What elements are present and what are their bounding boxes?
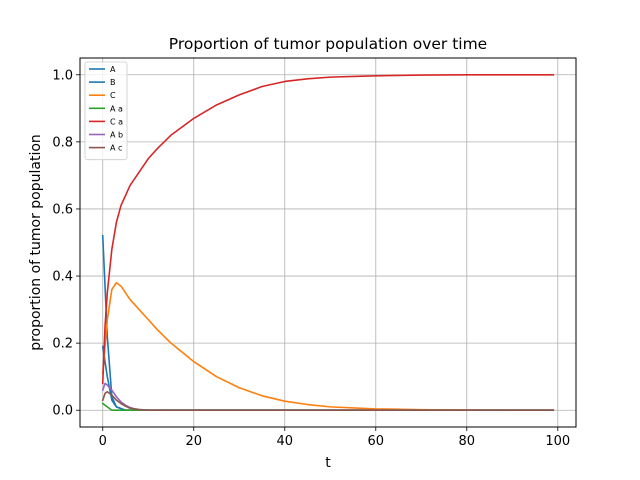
axes-frame (79, 57, 577, 428)
y-tick-label: 0.8 (52, 135, 73, 150)
x-tick-label: 60 (368, 434, 385, 449)
chart-title: Proportion of tumor population over time (169, 35, 487, 53)
y-tick-label: 0.2 (52, 337, 73, 352)
series-layer (101, 73, 555, 412)
x-axis-label: t (325, 455, 331, 471)
legend: ABC A a C a A b A c (84, 61, 128, 161)
grid-layer (80, 58, 576, 427)
x-tick-label: 80 (459, 434, 476, 449)
y-tick-label: 1.0 (52, 68, 73, 83)
tick-layer: 0 20 40 60 80 100 0.0 0.2 0.4 0.6 0.8 1.0 (52, 68, 570, 449)
x-tick-label: 20 (185, 434, 202, 449)
series-line-a-c (101, 390, 555, 412)
legend-label: C (110, 91, 116, 100)
x-tick-label: 100 (545, 434, 570, 449)
y-axis-label: proportion of tumor population (28, 134, 44, 351)
y-tick-label: 0.6 (52, 202, 73, 217)
x-tick-label: 0 (99, 434, 107, 449)
legend-label: A a (110, 104, 123, 113)
y-tick-label: 0.0 (52, 404, 73, 419)
series-line-c (101, 281, 555, 411)
legend-label: A b (110, 131, 123, 140)
legend-label: A c (110, 144, 122, 153)
x-tick-label: 40 (276, 434, 293, 449)
y-tick-label: 0.4 (52, 270, 73, 285)
series-line-c-a (101, 73, 555, 385)
legend-label: C a (110, 117, 123, 126)
legend-label: A (110, 65, 116, 74)
legend-label: B (110, 78, 116, 87)
